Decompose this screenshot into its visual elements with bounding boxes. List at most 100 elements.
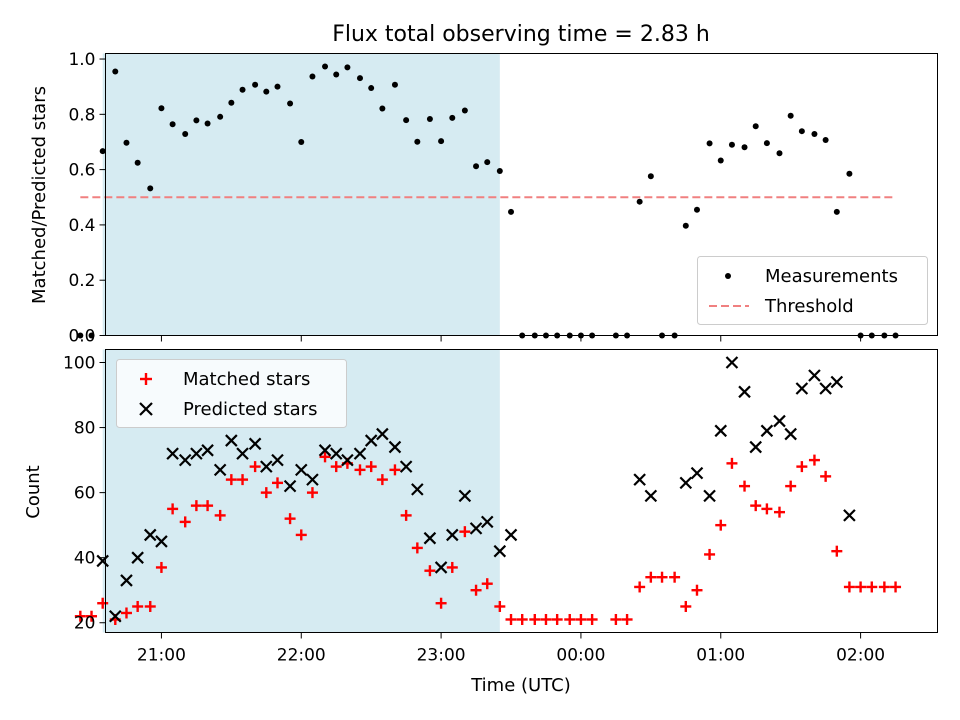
matched-star-point [389, 464, 401, 476]
measurement-point [752, 123, 759, 130]
predicted-star-point [830, 375, 844, 389]
matched-star-point [424, 565, 436, 577]
bottom-panel: 20 40 60 80 100 21:00 22:00 23:00 00:00 01:00 02:… [23, 349, 938, 696]
predicted-star-point [843, 509, 856, 522]
measurement-point [333, 71, 340, 78]
measurement-point [798, 128, 805, 135]
measurement-point [263, 88, 270, 95]
matched-star-point [155, 561, 167, 573]
predicted-star-point [458, 489, 472, 503]
matched-star-point [249, 461, 261, 473]
chart-title: Flux total observing time = 2.83 h [332, 22, 710, 47]
predicted-star-point [423, 531, 437, 545]
measurement-point [776, 150, 783, 157]
matched-star-point [435, 597, 447, 609]
predicted-star-point [808, 369, 821, 382]
top-panel: 0.0 0.2 0.4 0.6 0.8 1.0 Matched/Predicted sta… [29, 50, 938, 347]
matched-star-point [179, 516, 191, 528]
predicted-star-point [96, 554, 109, 568]
legend-predicted-stars: Predicted stars [183, 399, 317, 420]
x-tick-label: 00:00 [556, 646, 605, 666]
predicted-star-point [725, 356, 739, 369]
predicted-star-point [248, 437, 262, 451]
top-ytick-label: 0.8 [68, 105, 95, 125]
matched-star-point [376, 474, 388, 486]
measurement-point [379, 105, 386, 112]
matched-star-point [680, 600, 692, 612]
predicted-star-point [166, 447, 179, 460]
matched-star-point [214, 509, 226, 521]
predicted-star-point [376, 427, 389, 441]
measurement-point [438, 138, 445, 145]
matched-star-point [656, 571, 668, 583]
x-tick-label: 21:00 [137, 646, 186, 666]
predicted-star-point [784, 427, 797, 441]
measurement-point [706, 140, 713, 147]
top-ytick-label: 0.0 [68, 327, 95, 347]
matched-star-point [271, 477, 283, 489]
legend-measurements: Measurements [765, 266, 898, 287]
measurement-point [344, 64, 351, 71]
matched-star-point [575, 613, 587, 625]
matched-star-point [120, 607, 132, 619]
matched-star-point [820, 470, 832, 482]
predicted-star-point [690, 466, 704, 480]
measurement-point [693, 206, 700, 213]
measurement-point [496, 168, 503, 174]
predicted-star-point [178, 453, 192, 467]
predicted-star-point [504, 528, 518, 542]
measurement-point [134, 159, 141, 166]
matched-star-point [132, 600, 144, 612]
measurement-point [391, 81, 398, 88]
matched-star-point [144, 600, 156, 612]
measurement-point [169, 121, 176, 128]
matched-star-point [796, 461, 808, 473]
bottom-ytick-label: 40 [74, 549, 96, 569]
plus-marker-icon [140, 373, 152, 385]
predicted-star-point [749, 440, 762, 454]
x-axis-label: Time (UTC) [470, 675, 571, 696]
predicted-star-point [795, 382, 809, 395]
matched-star-point [540, 613, 552, 625]
predicted-star-point [819, 382, 832, 395]
matched-star-point [516, 613, 528, 625]
matched-star-point [225, 474, 237, 486]
measurement-point [846, 170, 853, 177]
predicted-star-point [131, 551, 144, 564]
measurement-point [822, 137, 829, 144]
measurement-point [403, 117, 410, 124]
matched-star-point [739, 480, 751, 492]
measurement-point [147, 185, 154, 192]
bottom-ytick-label: 20 [74, 614, 96, 634]
predicted-star-point [294, 463, 308, 477]
predicted-star-point [434, 561, 448, 574]
matched-star-point [831, 545, 843, 557]
matched-star-point [190, 500, 202, 512]
matched-star-point [843, 581, 855, 593]
matched-star-point [610, 613, 622, 625]
predicted-star-point [399, 460, 413, 473]
matched-star-point [704, 548, 716, 560]
matched-star-point [878, 581, 890, 593]
legend-threshold: Threshold [764, 296, 854, 317]
top-ytick-label: 1.0 [68, 50, 95, 70]
measurement-point [123, 139, 130, 146]
measurement-point [811, 130, 818, 137]
matched-star-point [202, 500, 214, 512]
measurement-point [88, 332, 95, 339]
top-plot-frame [105, 53, 938, 336]
measurement-point [182, 130, 189, 137]
predicted-star-point [480, 515, 494, 529]
matched-star-point [586, 613, 598, 625]
predicted-star-point [364, 434, 378, 447]
matched-star-point [470, 584, 482, 596]
predicted-star-point [213, 463, 227, 477]
matched-star-point [785, 480, 797, 492]
measurement-point [741, 144, 748, 151]
measurement-point [99, 148, 106, 155]
measurement-point [287, 100, 294, 107]
x-marker-icon [139, 402, 153, 416]
matched-star-point [295, 529, 307, 541]
matched-star-point [621, 613, 633, 625]
bottom-ytick-label: 60 [74, 484, 96, 504]
